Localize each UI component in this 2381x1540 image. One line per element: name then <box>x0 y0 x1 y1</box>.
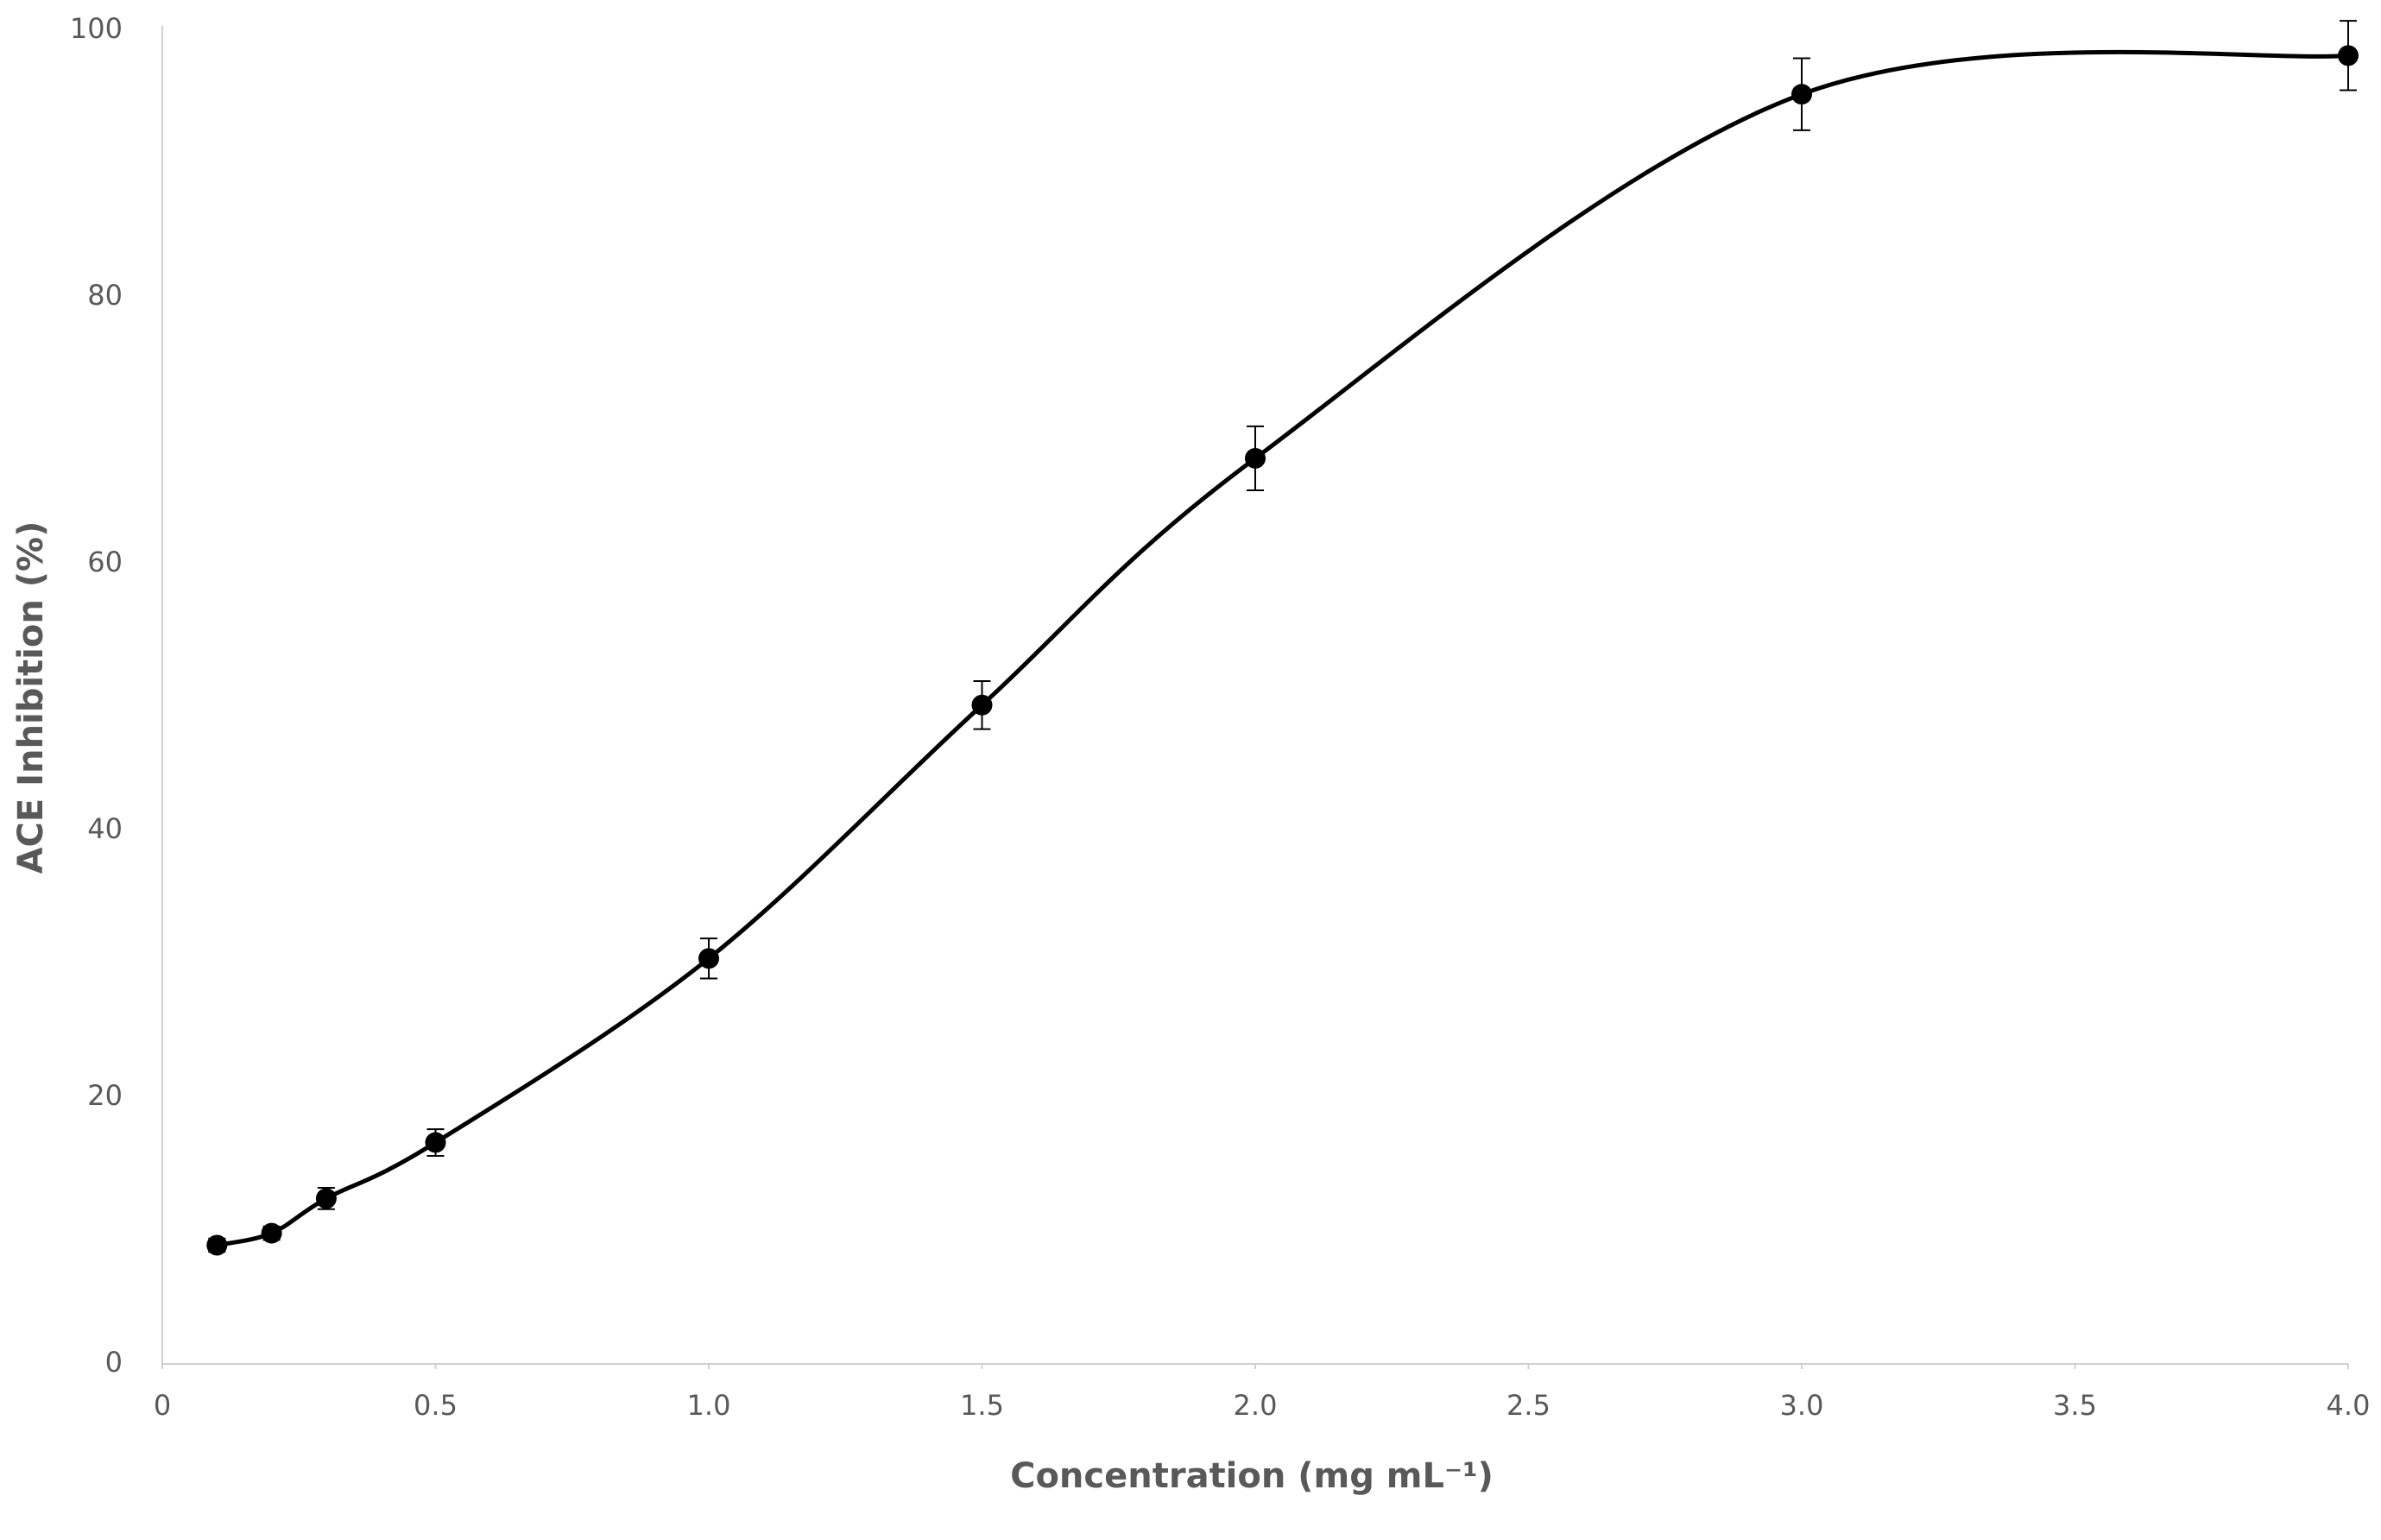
x-tick-label: 0 <box>154 1389 171 1422</box>
y-tick-label: 0 <box>105 1346 123 1379</box>
x-axis-title: Concentration (mg mL⁻¹) <box>1010 1456 1494 1496</box>
line <box>216 49 2349 1247</box>
y-tick-label: 60 <box>87 546 123 578</box>
x-tick-label: 1.5 <box>960 1389 1004 1422</box>
x-tick-label: 4.0 <box>2327 1389 2371 1422</box>
y-tick-label: 100 <box>70 12 123 45</box>
x-tick-label: 3.0 <box>1780 1389 1824 1422</box>
point <box>2338 45 2359 66</box>
y-axis-title: ACE Inhibition (%) <box>11 521 51 874</box>
x-tick-label: 1.0 <box>687 1389 731 1422</box>
y-tick-label: 40 <box>87 812 123 845</box>
x-tick-label: 2.5 <box>1506 1389 1550 1422</box>
point <box>315 1188 337 1209</box>
y-tick-label: 20 <box>87 1079 123 1112</box>
point <box>261 1222 282 1244</box>
point <box>206 1234 228 1256</box>
point <box>425 1132 446 1153</box>
x-tick-label: 3.5 <box>2053 1389 2097 1422</box>
point <box>698 948 719 969</box>
y-tick-label: 80 <box>87 279 123 312</box>
point <box>1791 84 1812 105</box>
x-tick-label: 0.5 <box>414 1389 458 1422</box>
point <box>1245 447 1266 469</box>
point <box>971 694 993 716</box>
x-tick-label: 2.0 <box>1234 1389 1278 1422</box>
